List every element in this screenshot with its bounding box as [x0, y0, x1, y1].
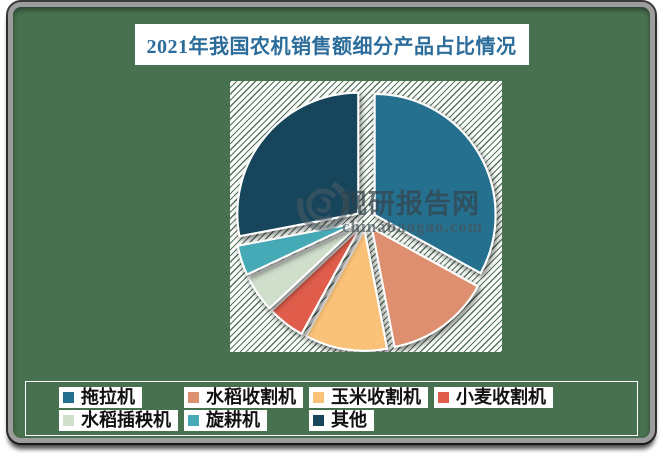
legend-marker-icon: [313, 392, 324, 403]
chart-title-band: 2021年我国农机销售额细分产品占比情况: [134, 24, 529, 65]
legend-marker-icon: [188, 415, 199, 426]
legend-label: 拖拉机: [81, 387, 135, 407]
legend-item-2: 玉米收割机: [309, 387, 428, 408]
legend-item-3: 小麦收割机: [434, 387, 553, 408]
watermark-brand-text: 观研报告网: [340, 189, 480, 219]
pie-slice-3: [270, 226, 361, 336]
legend-label: 旋耕机: [206, 410, 260, 430]
legend-item-5: 旋耕机: [184, 410, 267, 431]
legend-label: 水稻插秧机: [81, 410, 171, 430]
plot-area: 观研报告网 chinabaogao.com: [230, 81, 502, 352]
legend-marker-icon: [63, 392, 74, 403]
legend-marker-icon: [188, 392, 199, 403]
legend-marker-icon: [63, 415, 74, 426]
pie-slice-4: [247, 224, 359, 310]
legend-label: 水稻收割机: [206, 387, 296, 407]
legend-marker-icon: [438, 392, 449, 403]
watermark-domain-text: chinabaogao.com: [342, 217, 484, 236]
pie-slice-0: [373, 92, 497, 275]
legend-label: 其他: [331, 410, 367, 430]
watermark-swirl-logo-icon: [297, 179, 349, 231]
legend-item-6: 其他: [309, 410, 374, 431]
legend-label: 玉米收割机: [331, 387, 421, 407]
chart-title: 2021年我国农机销售额细分产品占比情况: [146, 36, 517, 58]
legend-box: 拖拉机 水稻收割机 玉米收割机 小麦收割机水稻插秧机 旋耕机 其他: [25, 381, 638, 436]
pie-slice-2: [305, 228, 389, 352]
pie-slice-5: [236, 221, 358, 276]
legend-label: 小麦收割机: [456, 387, 546, 407]
legend-item-1: 水稻收割机: [184, 387, 303, 408]
pie-chart: [236, 91, 497, 352]
legend-item-4: 水稻插秧机: [59, 410, 178, 431]
legend-item-0: 拖拉机: [59, 387, 142, 408]
legend-marker-icon: [313, 415, 324, 426]
pie-slice-1: [370, 226, 480, 349]
